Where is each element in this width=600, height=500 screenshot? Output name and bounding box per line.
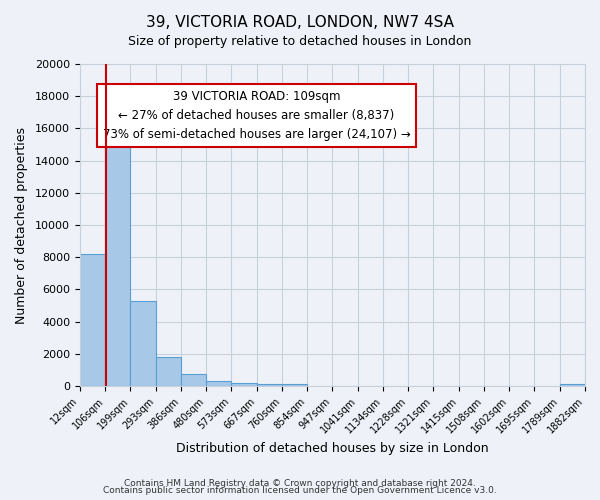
Bar: [560, 384, 585, 386]
Bar: [232, 383, 257, 386]
X-axis label: Distribution of detached houses by size in London: Distribution of detached houses by size …: [176, 442, 489, 455]
Bar: [156, 357, 181, 386]
Bar: [257, 384, 282, 386]
Bar: [105, 119, 130, 386]
Bar: [282, 384, 307, 386]
Text: 39, VICTORIA ROAD, LONDON, NW7 4SA: 39, VICTORIA ROAD, LONDON, NW7 4SA: [146, 15, 454, 30]
Text: 39 VICTORIA ROAD: 109sqm
← 27% of detached houses are smaller (8,837)
73% of sem: 39 VICTORIA ROAD: 109sqm ← 27% of detach…: [103, 90, 410, 141]
Bar: [206, 382, 232, 386]
Bar: [80, 254, 105, 386]
Bar: [181, 374, 206, 386]
Y-axis label: Number of detached properties: Number of detached properties: [15, 126, 28, 324]
Bar: [130, 300, 156, 386]
Text: Size of property relative to detached houses in London: Size of property relative to detached ho…: [128, 35, 472, 48]
Text: Contains public sector information licensed under the Open Government Licence v3: Contains public sector information licen…: [103, 486, 497, 495]
Text: Contains HM Land Registry data © Crown copyright and database right 2024.: Contains HM Land Registry data © Crown c…: [124, 478, 476, 488]
